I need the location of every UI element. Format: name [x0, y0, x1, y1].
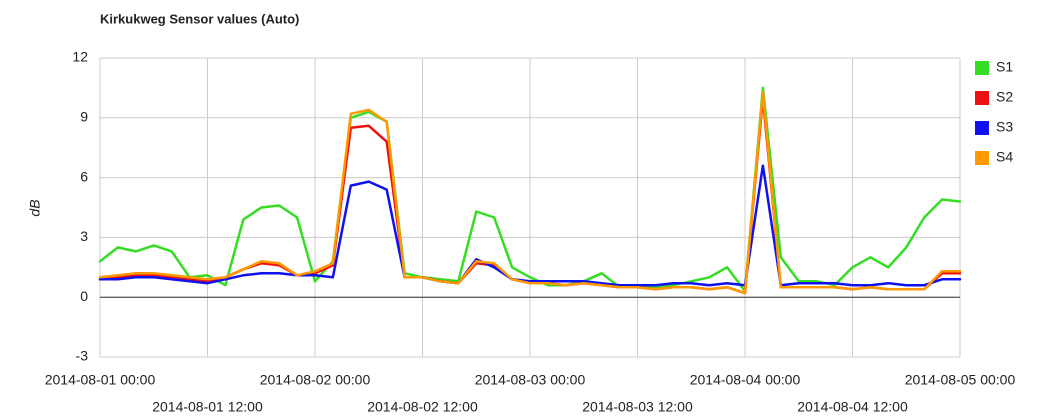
legend-swatch [975, 91, 989, 105]
x-tick-label: 2014-08-01 00:00 [45, 372, 156, 388]
legend-label: S1 [996, 59, 1013, 75]
series-line [98, 90, 962, 295]
legend-swatch [975, 121, 989, 135]
x-tick-label: 2014-08-02 00:00 [260, 372, 371, 388]
x-tick-label: 2014-08-02 12:00 [367, 399, 478, 415]
legend-label: S4 [996, 149, 1013, 165]
y-axis-label: dB [27, 199, 43, 216]
y-tick-label: -3 [76, 348, 89, 364]
x-tick-label: 2014-08-05 00:00 [905, 372, 1016, 388]
legend-label: S2 [996, 89, 1013, 105]
y-tick-label: 6 [80, 168, 88, 184]
legend-label: S3 [996, 119, 1013, 135]
x-tick-label: 2014-08-01 12:00 [152, 399, 263, 415]
series-line [98, 86, 962, 293]
x-tick-label: 2014-08-04 12:00 [797, 399, 908, 415]
x-tick-label: 2014-08-03 12:00 [582, 399, 693, 415]
x-tick-label: 2014-08-03 00:00 [475, 372, 586, 388]
y-tick-label: 12 [72, 49, 88, 65]
y-tick-label: 3 [80, 228, 88, 244]
chart-title: Kirkukweg Sensor values (Auto) [100, 11, 299, 26]
y-tick-label: 0 [80, 288, 88, 304]
y-tick-label: 9 [80, 109, 88, 125]
series-line [98, 164, 962, 287]
legend-swatch [975, 151, 989, 165]
legend-swatch [975, 61, 989, 75]
x-tick-label: 2014-08-04 00:00 [690, 372, 801, 388]
